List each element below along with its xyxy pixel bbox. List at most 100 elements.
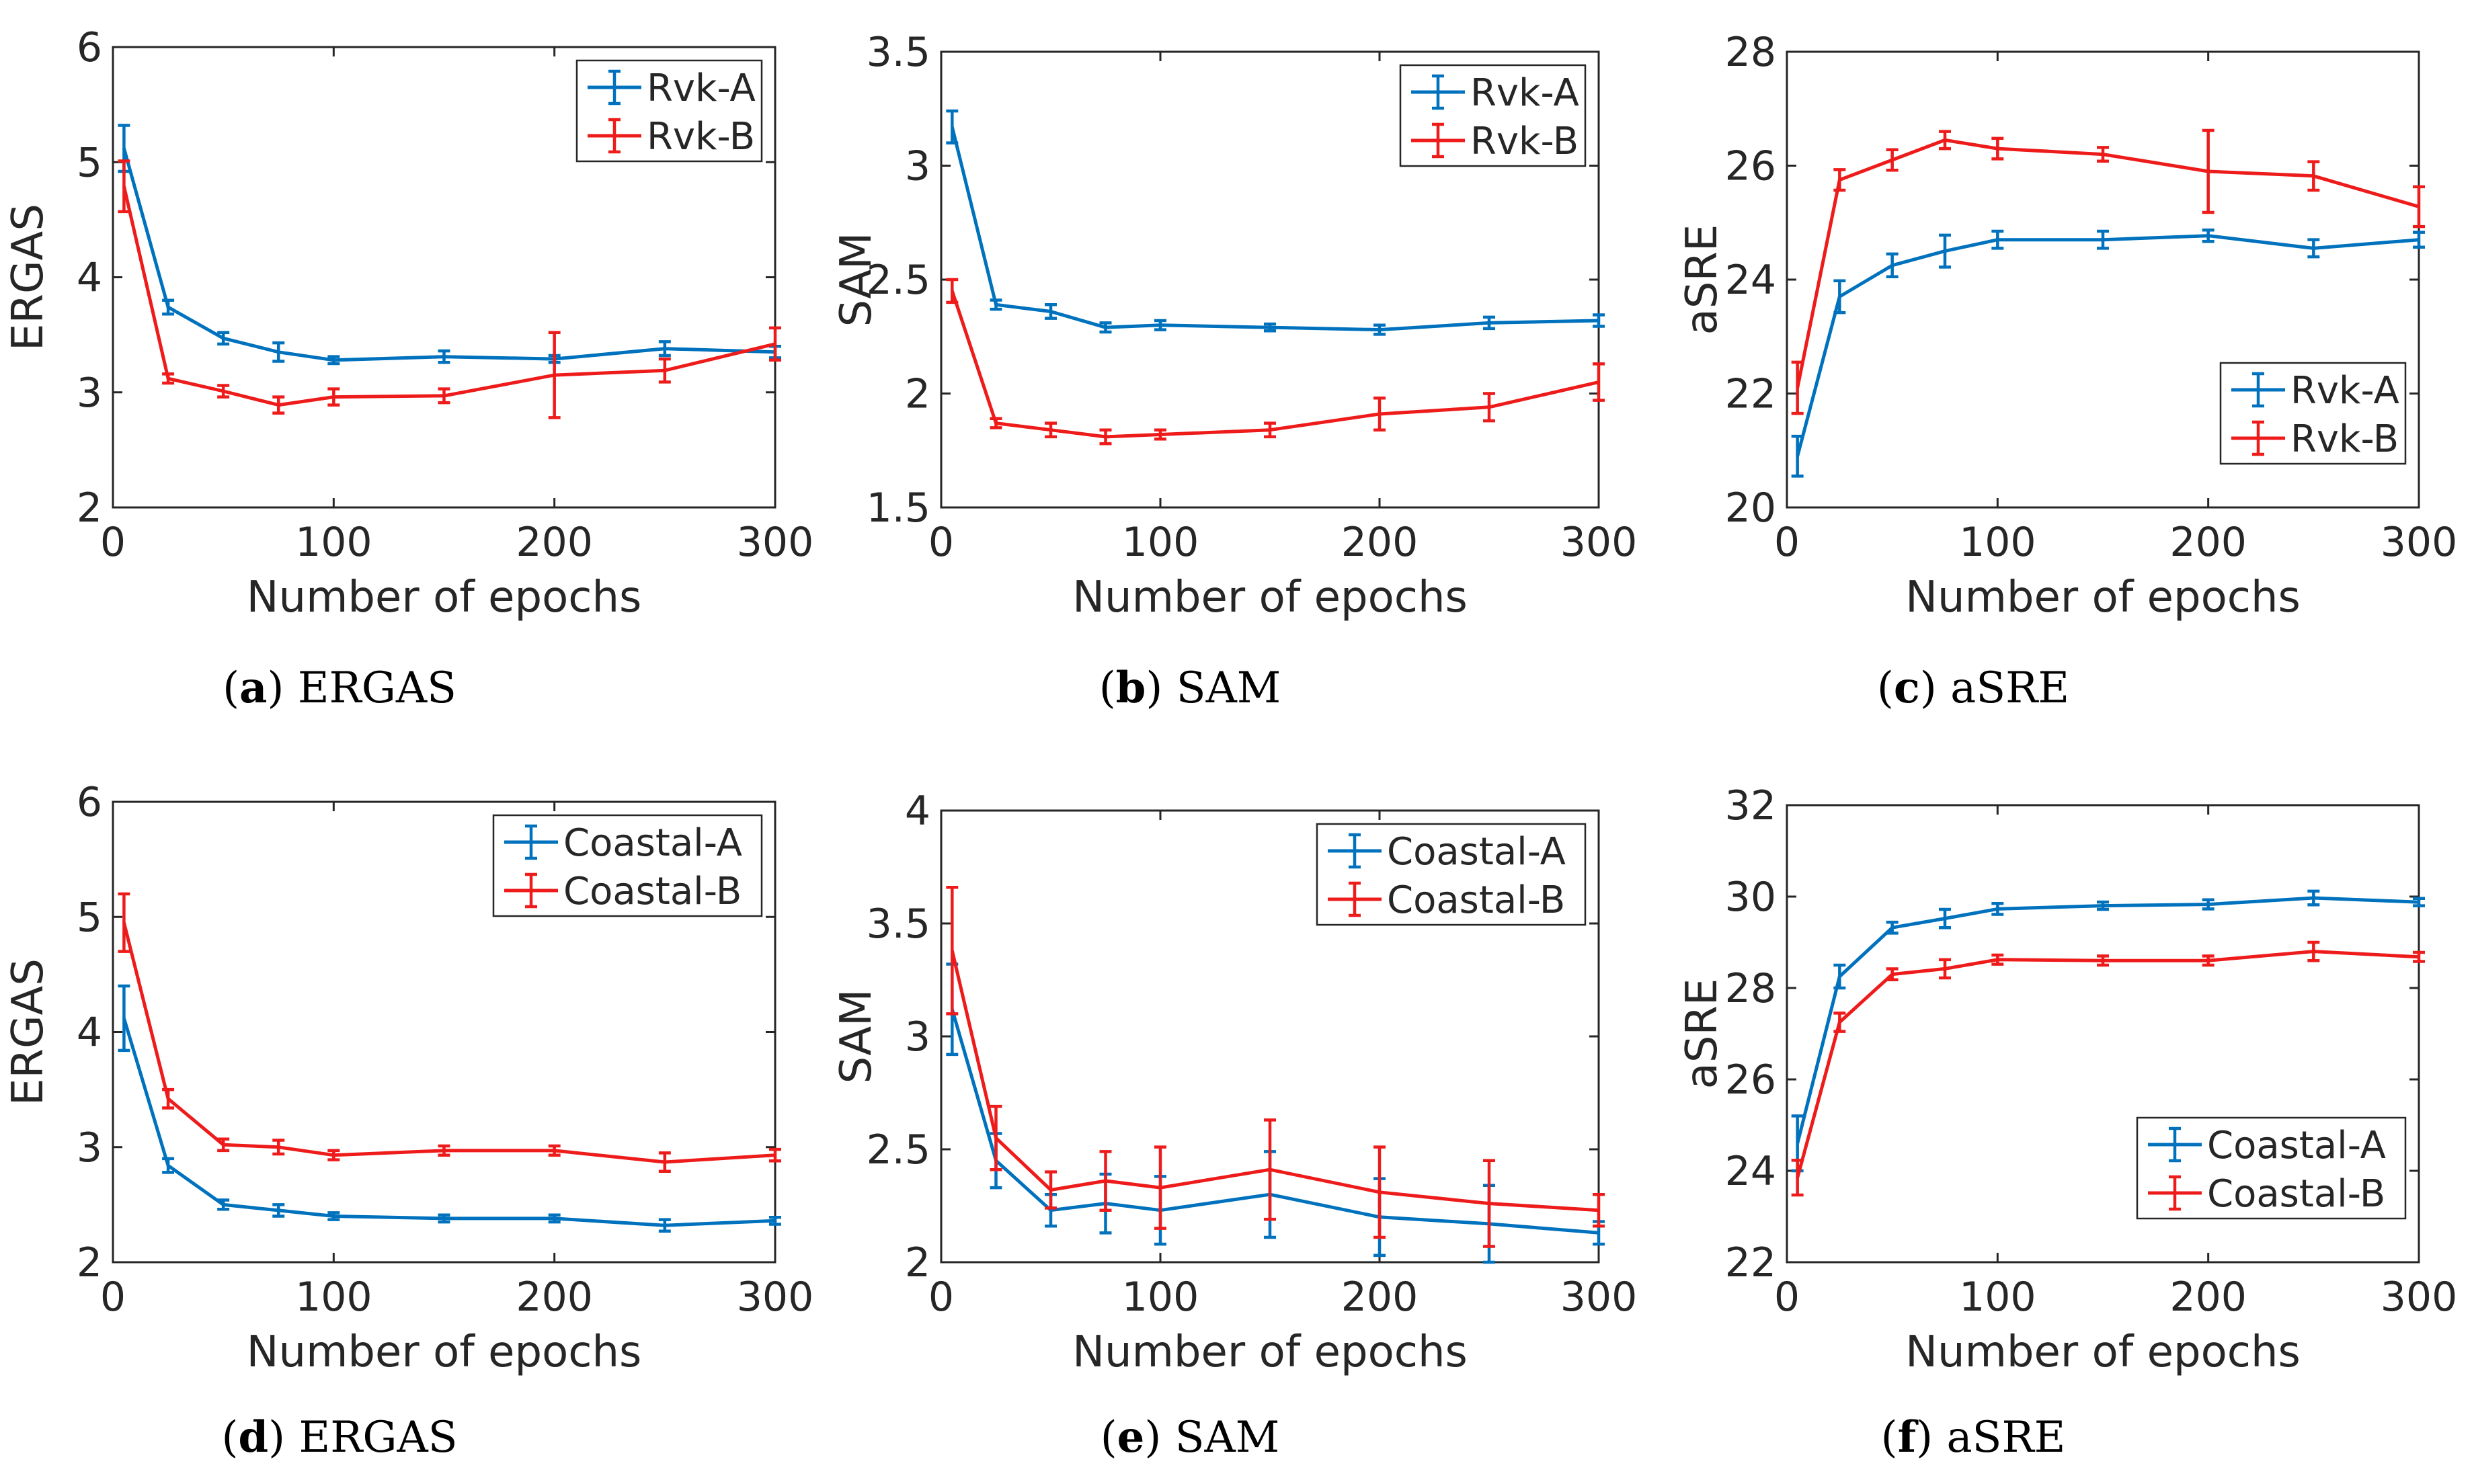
data-point: [2313, 247, 2314, 249]
y-axis-label: aSRE: [1677, 979, 1727, 1089]
x-tick-label: 0: [100, 519, 126, 566]
x-axis-label: Number of epochs: [1905, 573, 2301, 622]
caption-paren: (: [223, 663, 239, 713]
y-tick-label: 3.5: [867, 29, 930, 76]
y-axis-label: ERGAS: [3, 958, 53, 1106]
legend-item: Rvk-B: [2231, 417, 2399, 461]
y-tick-label: 5: [77, 894, 102, 941]
caption-paren: (: [1101, 1413, 1117, 1462]
data-point: [167, 378, 169, 379]
data-point: [2102, 960, 2104, 961]
legend-label: Rvk-A: [1470, 71, 1579, 115]
y-tick-label: 3: [905, 1014, 930, 1061]
x-tick-label: 100: [1959, 1274, 2036, 1321]
data-point: [167, 1165, 169, 1166]
legend-label: Coastal-B: [1387, 878, 1565, 922]
legend: Coastal-A Coastal-B: [2136, 1116, 2407, 1220]
caption-paren: (: [1881, 1413, 1898, 1462]
caption-letter: e: [1117, 1412, 1145, 1462]
data-point: [2418, 956, 2420, 958]
data-point: [1997, 239, 1998, 241]
panel-caption: (d) ERGAS: [221, 1412, 457, 1462]
legend-item: Coastal-A: [1328, 830, 1566, 874]
x-tick-label: 300: [1560, 1274, 1638, 1321]
y-tick-label: 1.5: [867, 485, 930, 532]
x-tick-label: 0: [928, 519, 954, 566]
y-tick-label: 5: [77, 139, 102, 186]
caption-letter: a: [239, 663, 267, 713]
caption-text: aSRE: [1946, 1413, 2065, 1462]
y-tick-label: 22: [1725, 1239, 1776, 1286]
data-point: [2313, 897, 2314, 899]
caption-paren: (: [1877, 663, 1894, 713]
legend-label: Rvk-A: [2290, 369, 2399, 413]
data-point: [167, 306, 169, 308]
legend-box: [1399, 64, 1587, 167]
caption-text: ERGAS: [298, 1413, 457, 1462]
data-point: [223, 1204, 224, 1205]
legend: Rvk-A Rvk-B: [575, 59, 763, 163]
x-tick-label: 200: [516, 1274, 593, 1321]
y-tick-label: 3: [77, 370, 102, 417]
legend-item: Coastal-A: [504, 821, 742, 865]
legend-label: Coastal-B: [2207, 1172, 2385, 1216]
legend-item: Coastal-B: [504, 870, 742, 913]
y-tick-label: 2.5: [867, 257, 930, 304]
legend-label: Rvk-B: [1470, 120, 1579, 163]
panel-caption: (f) aSRE: [1881, 1412, 2066, 1462]
y-axis-label: aSRE: [1677, 224, 1727, 335]
y-tick-label: 24: [1725, 257, 1776, 304]
panel-caption: (b) SAM: [1099, 663, 1281, 713]
caption-paren: ): [1146, 663, 1176, 713]
data-point: [2418, 901, 2420, 903]
data-point: [2102, 905, 2104, 907]
legend-item: Rvk-B: [588, 115, 755, 159]
data-point: [223, 337, 224, 339]
x-tick-label: 100: [1122, 519, 1199, 566]
caption-text: SAM: [1175, 1413, 1280, 1462]
legend-label: Rvk-A: [647, 67, 756, 110]
data-point: [664, 1225, 666, 1226]
y-axis-label: SAM: [832, 989, 881, 1084]
y-tick-label: 20: [1725, 485, 1776, 532]
y-tick-label: 26: [1725, 1057, 1776, 1104]
legend-label: Coastal-A: [1387, 830, 1566, 874]
legend-label: Coastal-A: [563, 821, 742, 865]
legend-label: Rvk-B: [2290, 417, 2399, 461]
chart-panel-e: 0 100 200 300 2 2.5 3 3.5 4 Number of epochs SAM Co…: [832, 788, 1637, 1462]
legend-item: Rvk-A: [588, 67, 756, 110]
y-tick-label: 24: [1725, 1148, 1776, 1195]
panel-caption: (c) aSRE: [1877, 663, 2069, 713]
chart-panel-f: 0 100 200 300 22 24 26 28 30 32 Number of epochs aS…: [1677, 782, 2457, 1462]
data-point: [664, 1161, 666, 1163]
x-tick-label: 0: [1774, 519, 1800, 566]
y-tick-label: 28: [1725, 29, 1776, 76]
panel-caption: (e) SAM: [1101, 1412, 1280, 1462]
series-line-Rvk-B: [122, 186, 776, 407]
x-tick-label: 100: [295, 1274, 372, 1321]
panel-caption: (a) ERGAS: [223, 663, 456, 713]
y-tick-label: 3: [905, 143, 930, 190]
data-point: [951, 290, 953, 292]
y-tick-label: 26: [1725, 143, 1776, 190]
y-tick-label: 3: [77, 1124, 102, 1171]
y-axis-label: SAM: [832, 233, 881, 327]
x-tick-label: 100: [1122, 1274, 1199, 1321]
legend-item: Coastal-B: [1328, 878, 1565, 922]
data-point: [554, 1218, 555, 1219]
legend-box: [492, 814, 763, 917]
x-axis-label: Number of epochs: [1072, 573, 1468, 622]
caption-letter: c: [1894, 663, 1920, 713]
data-point: [1269, 1169, 1271, 1170]
y-tick-label: 32: [1725, 782, 1776, 829]
x-tick-label: 300: [737, 519, 814, 566]
caption-paren: (: [1099, 663, 1116, 713]
data-point: [1797, 1143, 1798, 1144]
y-tick-label: 30: [1725, 874, 1776, 921]
y-axis-label: ERGAS: [3, 204, 53, 351]
data-point: [1944, 918, 1946, 919]
y-tick-label: 28: [1725, 965, 1776, 1012]
data-point: [2418, 239, 2420, 241]
x-tick-label: 300: [2381, 519, 2458, 566]
